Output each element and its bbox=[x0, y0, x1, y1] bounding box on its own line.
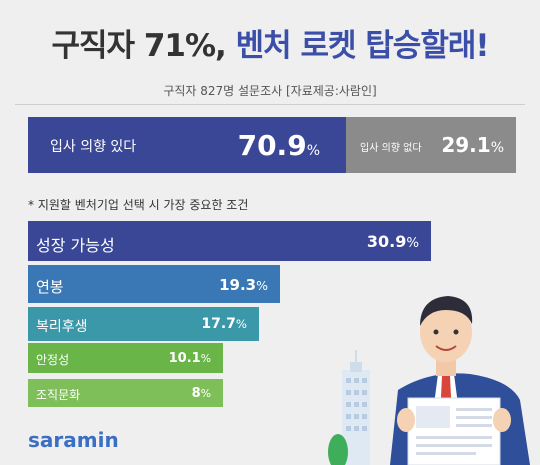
bar-value: 30.9% bbox=[367, 232, 419, 251]
bar-value: 8% bbox=[192, 386, 211, 401]
bar-value-number: 10.1 bbox=[168, 350, 201, 366]
plant-icon bbox=[328, 434, 348, 465]
bar-1: 성장 가능성 30.9% bbox=[28, 221, 431, 261]
intent-yes-unit: % bbox=[306, 143, 320, 159]
bar-label: 성장 가능성 bbox=[36, 236, 115, 255]
building-icon bbox=[342, 350, 370, 465]
intent-no-block: 입사 의향 없다 29.1% bbox=[346, 117, 516, 173]
intent-no-value-wrap: 29.1% bbox=[441, 133, 504, 157]
bar-2: 연봉 19.3% bbox=[28, 265, 280, 303]
intent-yes-label: 입사 의향 있다 bbox=[50, 139, 137, 155]
bar-3: 복리후생 17.7% bbox=[28, 307, 259, 341]
intent-no-label: 입사 의향 없다 bbox=[360, 143, 422, 154]
survey-subtitle: 구직자 827명 설문조사 [자료제공:사람인] bbox=[163, 84, 377, 98]
bar-value-unit: % bbox=[406, 236, 419, 251]
chart-note: * 지원할 벤처기업 선택 시 가장 중요한 조건 bbox=[28, 198, 249, 212]
intent-yes-value: 70.9 bbox=[237, 129, 307, 162]
intent-yes-value-wrap: 70.9% bbox=[238, 129, 320, 162]
intent-yes-block: 입사 의향 있다 70.9% bbox=[28, 117, 346, 173]
bar-value: 10.1% bbox=[169, 351, 211, 366]
bar-5: 조직문화 8% bbox=[28, 379, 223, 407]
title-part-2: 벤처 로켓 탑승할래! bbox=[235, 28, 490, 64]
bar-label: 조직문화 bbox=[36, 388, 81, 402]
bar-label: 복리후생 bbox=[36, 319, 88, 335]
newspaper-icon bbox=[407, 397, 501, 465]
bar-value-unit: % bbox=[235, 317, 247, 331]
bar-value-unit: % bbox=[200, 351, 211, 365]
saramin-logo: saramin bbox=[28, 428, 119, 452]
bar-value-number: 8 bbox=[191, 385, 201, 401]
bar-value-unit: % bbox=[256, 277, 268, 293]
page-title: 구직자 71%, 벤처 로켓 탑승할래! bbox=[0, 20, 540, 65]
divider bbox=[15, 104, 525, 105]
bar-label: 연봉 bbox=[36, 277, 64, 296]
bar-value-number: 30.9 bbox=[366, 232, 407, 251]
title-part-1: 구직자 71%, bbox=[51, 28, 226, 64]
bar-value-number: 19.3 bbox=[219, 275, 257, 294]
bar-label: 안정성 bbox=[36, 353, 70, 367]
bar-4: 안정성 10.1% bbox=[28, 343, 223, 373]
intent-no-value: 29.1 bbox=[441, 133, 491, 157]
bar-value-unit: % bbox=[200, 386, 211, 400]
bar-value: 17.7% bbox=[201, 316, 247, 332]
bar-value-number: 17.7 bbox=[201, 316, 236, 332]
bar-value: 19.3% bbox=[219, 276, 268, 294]
businessman-illustration bbox=[328, 296, 530, 465]
intent-no-unit: % bbox=[490, 140, 504, 156]
